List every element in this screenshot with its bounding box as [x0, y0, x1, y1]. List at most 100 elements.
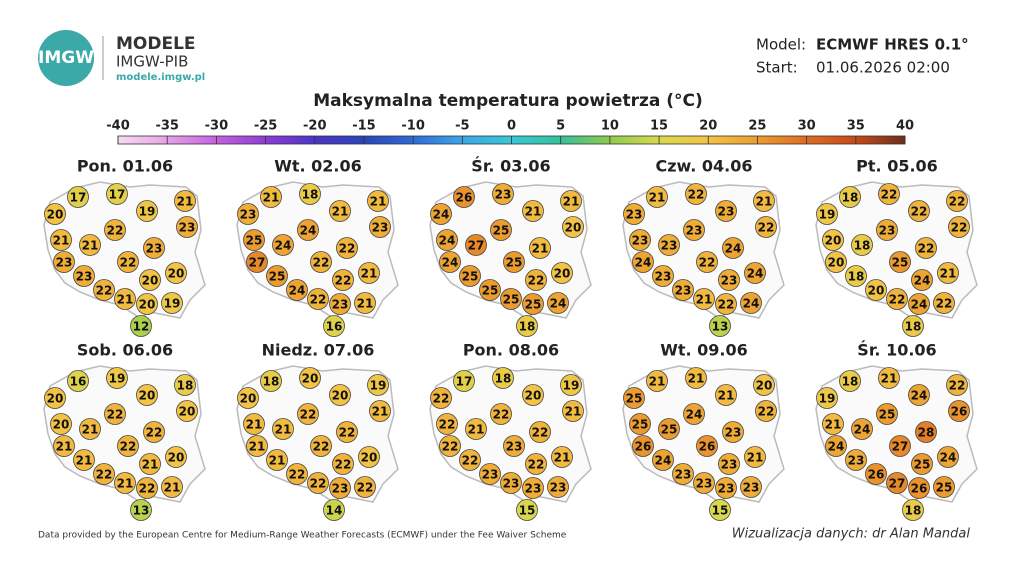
- station-marker: [529, 421, 551, 443]
- station-value: 22: [718, 298, 735, 312]
- station-value: 25: [626, 392, 643, 406]
- station-value: 21: [554, 451, 571, 465]
- station-value: 21: [563, 195, 580, 209]
- station-marker: [646, 370, 668, 392]
- station-marker: [272, 234, 294, 256]
- station-marker: [67, 370, 89, 392]
- station-marker: [516, 315, 538, 337]
- station-marker: [876, 219, 898, 241]
- station-value: 25: [482, 284, 499, 298]
- station-marker: [165, 262, 187, 284]
- station-value: 22: [949, 195, 966, 209]
- station-marker: [722, 421, 744, 443]
- station-value: 24: [911, 389, 928, 403]
- station-value: 22: [881, 188, 898, 202]
- station-marker: [652, 449, 674, 471]
- station-marker: [825, 435, 847, 457]
- station-value: 22: [139, 482, 156, 496]
- station-value: 18: [905, 504, 922, 518]
- station-marker: [106, 367, 128, 389]
- station-marker: [876, 403, 898, 425]
- station-value: 21: [361, 267, 378, 281]
- org: IMGW-PIB: [116, 53, 188, 71]
- station-value: 25: [661, 423, 678, 437]
- station-value: 13: [133, 504, 150, 518]
- station-value: 24: [442, 256, 459, 270]
- station-value: 25: [879, 408, 896, 422]
- station-value: 22: [433, 392, 450, 406]
- station-value: 25: [503, 293, 520, 307]
- station-value: 21: [76, 454, 93, 468]
- station-value: 26: [951, 405, 968, 419]
- station-marker: [130, 315, 152, 337]
- station-value: 24: [914, 274, 931, 288]
- station-marker: [465, 418, 487, 440]
- station-value: 25: [269, 270, 286, 284]
- station-marker: [367, 190, 389, 212]
- panel-title: Śr. 10.06: [857, 341, 936, 360]
- colorbar-label: 15: [650, 119, 668, 134]
- station-marker: [336, 421, 358, 443]
- station-marker: [323, 315, 345, 337]
- station-marker: [174, 190, 196, 212]
- station-value: 21: [532, 242, 549, 256]
- station-value: 23: [718, 482, 735, 496]
- station-marker: [715, 477, 737, 499]
- station-value: 15: [519, 504, 536, 518]
- station-value: 28: [918, 426, 935, 440]
- station-marker: [709, 315, 731, 337]
- station-marker: [104, 219, 126, 241]
- station-value: 20: [825, 234, 842, 248]
- station-marker: [851, 418, 873, 440]
- panel-title: Niedz. 07.06: [262, 341, 375, 360]
- station-value: 22: [439, 418, 456, 432]
- station-marker: [718, 269, 740, 291]
- station-value: 18: [519, 320, 536, 334]
- station-marker: [889, 251, 911, 273]
- station-value: 22: [462, 454, 479, 468]
- station-value: 22: [96, 468, 113, 482]
- station-marker: [453, 370, 475, 392]
- station-marker: [332, 269, 354, 291]
- station-marker: [50, 413, 72, 435]
- station-value: 23: [675, 468, 692, 482]
- station-value: 25: [462, 270, 479, 284]
- station-value: 22: [339, 242, 356, 256]
- station-value: 21: [357, 297, 374, 311]
- station-marker: [693, 472, 715, 494]
- station-value: 22: [146, 426, 163, 440]
- station-value: 19: [109, 372, 126, 386]
- station-marker: [744, 262, 766, 284]
- station-marker: [479, 463, 501, 485]
- colorbar-label: -15: [352, 119, 376, 134]
- station-value: 23: [372, 221, 389, 235]
- station-marker: [683, 219, 705, 241]
- station-value: 19: [139, 205, 156, 219]
- colorbar-label: 10: [601, 119, 619, 134]
- station-value: 18: [848, 270, 865, 284]
- panel-title: Pon. 01.06: [77, 157, 173, 176]
- station-marker: [547, 476, 569, 498]
- station-marker: [718, 453, 740, 475]
- station-value: 24: [911, 298, 928, 312]
- station-marker: [165, 446, 187, 468]
- station-value: 26: [635, 440, 652, 454]
- station-value: 21: [117, 477, 134, 491]
- panel-title: Pt. 05.06: [856, 157, 938, 176]
- station-marker: [851, 234, 873, 256]
- station-marker: [44, 203, 66, 225]
- station-marker: [658, 418, 680, 440]
- station-marker: [755, 216, 777, 238]
- colorbar-label: -20: [303, 119, 327, 134]
- station-value: 20: [240, 392, 257, 406]
- panel-title: Wt. 09.06: [660, 341, 748, 360]
- station-marker: [272, 418, 294, 440]
- panel-title: Czw. 04.06: [655, 157, 752, 176]
- station-value: 22: [699, 256, 716, 270]
- station-value: 19: [819, 392, 836, 406]
- station-value: 21: [372, 405, 389, 419]
- station-marker: [465, 234, 487, 256]
- station-marker: [136, 293, 158, 315]
- station-value: 18: [263, 375, 280, 389]
- station-marker: [136, 384, 158, 406]
